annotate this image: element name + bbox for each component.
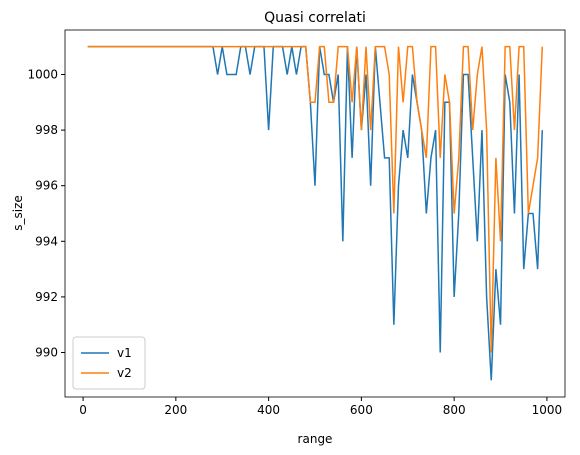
x-axis-label: range xyxy=(298,432,333,446)
x-tick-label: 600 xyxy=(350,403,373,417)
y-tick-label: 994 xyxy=(35,234,58,248)
chart-title: Quasi correlati xyxy=(264,10,366,26)
x-tick-label: 1000 xyxy=(532,403,563,417)
x-tick-label: 800 xyxy=(443,403,466,417)
legend-label: v2 xyxy=(117,366,132,380)
y-tick-label: 992 xyxy=(35,290,58,304)
x-tick-label: 400 xyxy=(257,403,280,417)
legend-label: v1 xyxy=(117,346,132,360)
legend-box xyxy=(72,336,146,390)
plot-frame xyxy=(64,29,566,398)
y-axis-label: s_size xyxy=(11,195,25,231)
x-tick-label: 0 xyxy=(79,403,87,417)
x-tick-label: 200 xyxy=(164,403,187,417)
line-series xyxy=(87,45,544,353)
y-tick-label: 996 xyxy=(35,179,58,193)
y-tick-label: 1000 xyxy=(27,67,58,81)
y-tick-label: 990 xyxy=(35,346,58,360)
y-tick-label: 998 xyxy=(35,123,58,137)
